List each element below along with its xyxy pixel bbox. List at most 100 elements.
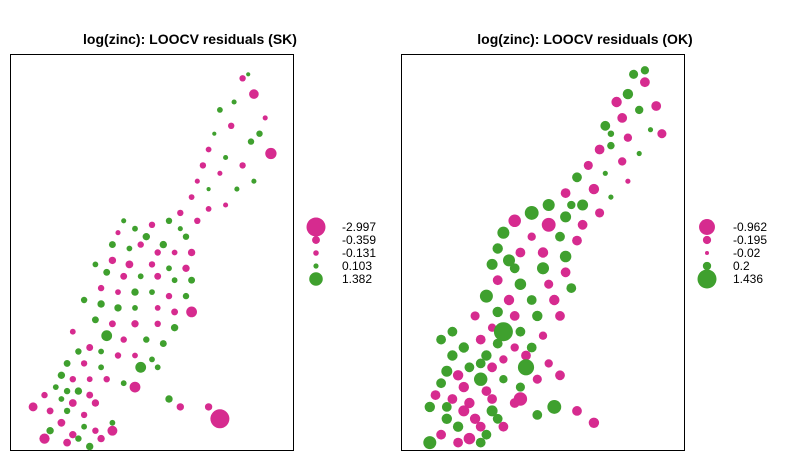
residual-point [566,283,577,293]
residual-point [532,374,542,384]
residual-point [135,361,147,373]
residual-point [137,273,144,280]
residual-point [515,326,526,337]
residual-point [154,272,162,280]
residual-point [63,387,71,395]
residual-point [101,330,113,342]
residual-point [447,350,458,361]
legend-label: 0.2 [733,259,750,273]
residual-point [80,411,88,419]
residual-point [194,217,201,224]
residual-point [493,322,513,342]
residual-point [514,278,527,290]
residual-point [600,120,611,131]
residual-point [640,77,650,88]
residual-point [452,421,464,432]
residual-point [165,292,173,300]
residual-point [625,178,631,184]
residual-point [165,217,173,224]
residual-point [98,364,104,371]
panel-sk: log(zinc): LOOCV residuals (SK) -2.997 -… [10,31,376,451]
residual-point [239,75,246,82]
residual-point [206,187,211,192]
residual-point [52,384,59,390]
residual-point [617,113,628,123]
residual-point [148,221,156,228]
residual-point [572,235,582,246]
residual-point [424,401,435,413]
residual-point [171,249,178,256]
residual-point [499,355,508,364]
residual-point [492,306,503,318]
legend-label: 1.436 [733,272,763,286]
legend-label: -2.997 [342,220,376,234]
residual-point [492,275,503,286]
residual-point [481,350,492,361]
panel-ok: log(zinc): LOOCV residuals (OK) -0.962 -… [401,31,767,451]
residual-point [498,421,509,432]
residual-point [57,418,66,427]
residual-point [487,362,497,373]
residual-point [246,72,251,77]
residual-point [595,208,605,218]
residual-point [210,409,230,429]
residual-point [86,376,93,383]
residual-point [129,381,141,393]
residual-point [86,442,94,451]
residual-point [91,316,99,324]
residual-point [86,391,94,399]
residual-point [132,352,138,359]
residual-point [120,336,127,343]
residual-point [265,147,277,160]
residual-point [132,305,138,311]
residual-point [452,370,464,381]
residual-point [544,279,554,289]
residual-point [92,427,99,434]
residual-point [559,250,572,263]
residual-point [458,405,470,417]
residual-point [560,267,571,278]
residual-point [544,359,553,368]
legend-symbol [702,235,712,245]
residual-point [527,232,536,241]
residual-point [132,225,138,232]
residual-point [247,138,255,145]
residual-point [635,105,644,115]
residual-point [109,419,116,426]
residual-point [510,343,519,352]
residual-point [538,331,548,340]
legend-label: -0.359 [342,233,376,247]
residual-point [69,328,76,335]
residual-point [436,429,446,440]
residual-point [223,154,229,161]
residual-point [607,141,615,150]
residual-point [256,130,263,137]
residual-point [108,241,116,249]
legend-symbol [313,263,319,269]
residual-point [205,206,212,212]
residual-point [74,387,83,395]
residual-point [154,305,161,311]
residual-point [63,407,71,415]
legend-label: 1.382 [342,272,372,286]
legend-label: -0.131 [342,246,376,260]
residual-point [188,194,195,201]
residual-point [165,395,173,403]
residual-point [251,178,257,184]
residual-point [499,375,508,384]
residual-point [114,304,122,312]
residual-point [542,198,555,212]
residual-point [81,423,87,430]
residual-point [148,261,156,268]
residual-point [108,256,117,265]
residual-point [547,399,562,414]
legend-label: 0.103 [342,259,372,273]
legend-sk: -2.997 -0.359 -0.131 0.103 1.382 [306,217,376,286]
legend-symbols-sk [306,217,326,286]
points-ok [423,66,667,450]
residual-point [80,296,88,304]
residual-point [436,334,446,345]
legend-symbol [312,236,320,244]
plot-frame-ok [401,54,685,451]
